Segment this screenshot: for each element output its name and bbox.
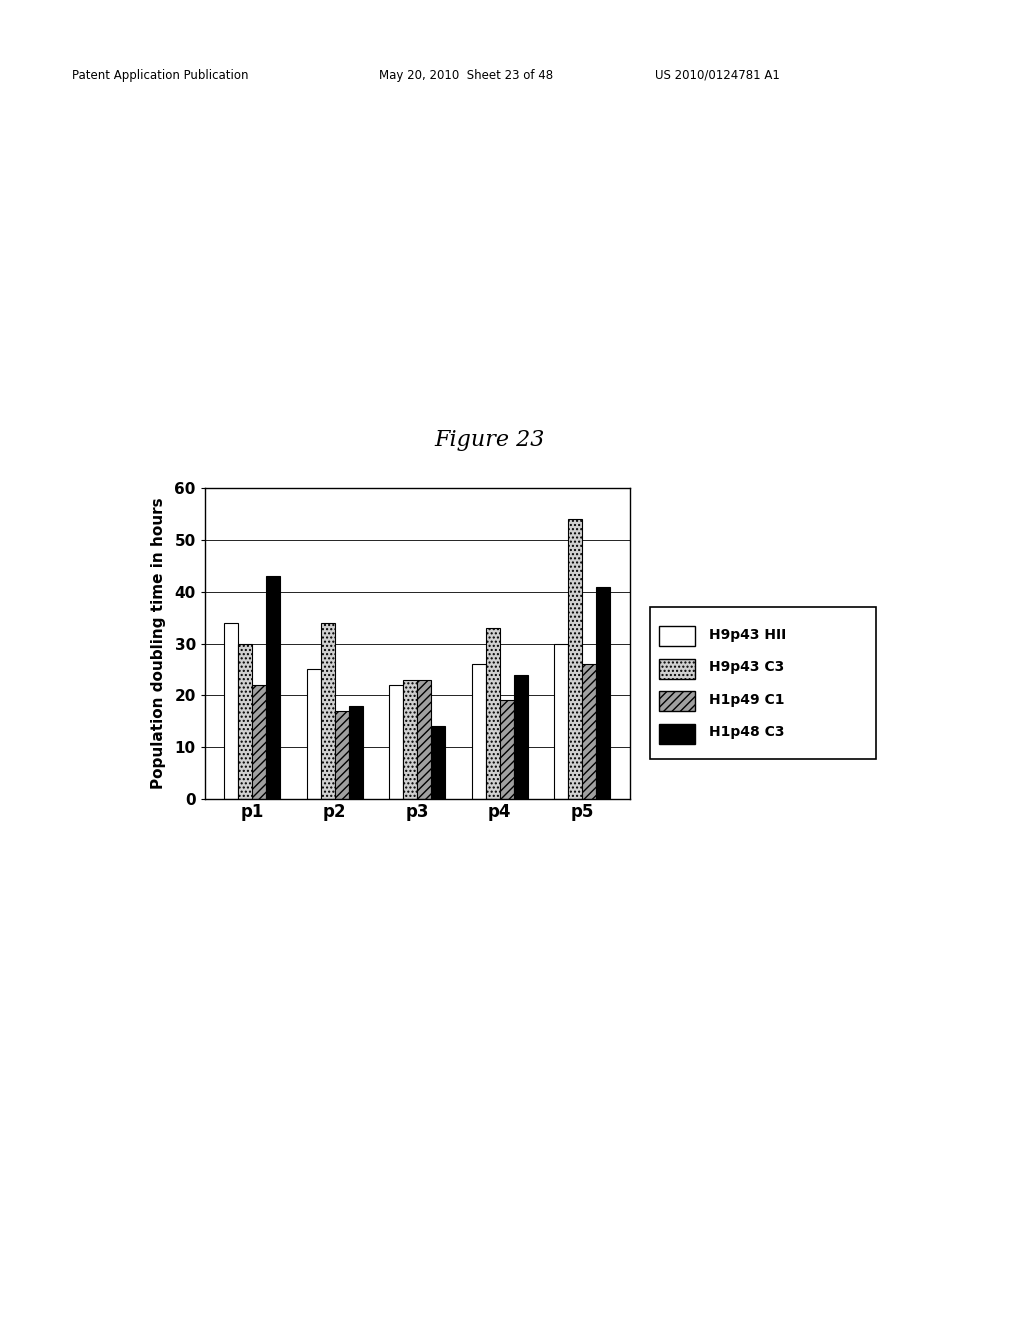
Text: H1p49 C1: H1p49 C1 [709,693,784,706]
Bar [500,701,514,799]
Bar [266,577,281,799]
Bar [472,664,485,799]
Bar [659,692,695,711]
Bar [403,680,418,799]
Bar [583,664,596,799]
Bar [224,623,239,799]
Bar [418,680,431,799]
Bar [554,644,568,799]
Text: H9p43 C3: H9p43 C3 [709,660,784,675]
Bar [659,626,695,645]
Bar [389,685,403,799]
Bar [335,710,349,799]
Bar [321,623,335,799]
Y-axis label: Population doubling time in hours: Population doubling time in hours [152,498,166,789]
Bar [596,586,610,799]
Text: H9p43 HII: H9p43 HII [709,627,786,642]
Bar [485,628,500,799]
Bar [306,669,321,799]
FancyBboxPatch shape [650,607,876,759]
Bar [568,519,583,799]
Text: Figure 23: Figure 23 [434,429,545,450]
Bar [659,725,695,744]
Text: Patent Application Publication: Patent Application Publication [72,69,248,82]
Text: May 20, 2010  Sheet 23 of 48: May 20, 2010 Sheet 23 of 48 [379,69,553,82]
Text: US 2010/0124781 A1: US 2010/0124781 A1 [655,69,780,82]
Bar [514,675,528,799]
Bar [252,685,266,799]
Bar [349,705,362,799]
Bar [659,659,695,678]
Text: H1p48 C3: H1p48 C3 [709,726,784,739]
Bar [239,644,252,799]
Bar [431,726,445,799]
